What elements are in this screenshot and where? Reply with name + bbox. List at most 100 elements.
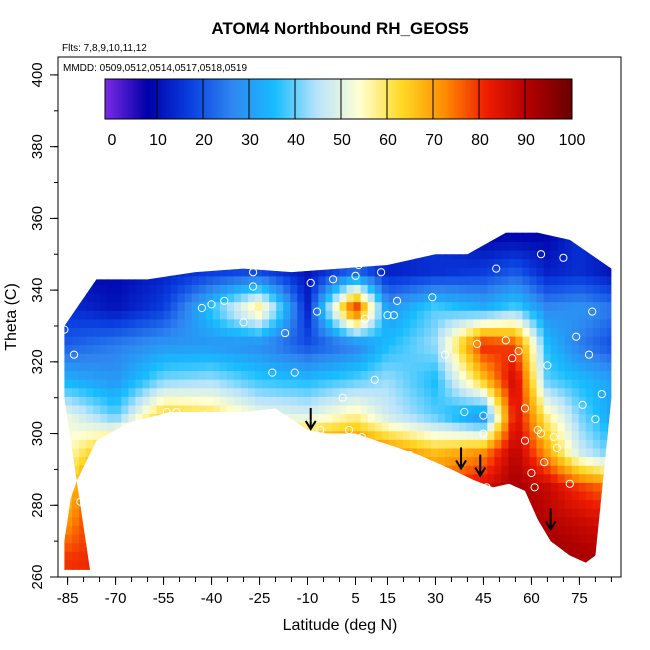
field-cell (360, 482, 369, 492)
field-cell (163, 249, 172, 260)
field-cell (149, 292, 158, 303)
field-cell (135, 439, 144, 449)
observation-marker (591, 415, 600, 424)
field-cell (135, 344, 144, 354)
field-cell (135, 465, 144, 475)
field-cell (72, 249, 80, 260)
field-cell (198, 292, 207, 303)
field-cell (219, 533, 228, 544)
field-cell (65, 508, 73, 518)
field-cell (205, 353, 214, 363)
field-cell (205, 310, 214, 320)
field-cell (459, 516, 467, 526)
field-cell (318, 396, 327, 406)
field-cell (522, 353, 531, 363)
field-cell (395, 284, 404, 294)
field-cell (346, 568, 355, 570)
field-cell (163, 258, 172, 268)
field-cell (121, 379, 129, 389)
field-cell (304, 404, 312, 415)
field-cell (276, 456, 284, 466)
colorbar-segment (147, 79, 150, 119)
field-cell (198, 310, 207, 320)
field-cell (248, 499, 256, 509)
field-cell (543, 559, 552, 569)
field-cell (557, 430, 566, 440)
field-cell (585, 275, 594, 285)
field-cell (100, 525, 108, 535)
colorbar-segment (294, 79, 297, 119)
field-cell (571, 353, 580, 363)
field-cell (402, 258, 411, 268)
field-cell (65, 439, 73, 449)
field-cell (550, 267, 559, 277)
field-cell (163, 439, 172, 449)
field-cell (571, 490, 580, 501)
field-cell (508, 508, 517, 518)
colorbar-segment (224, 79, 227, 119)
field-cell (297, 430, 305, 440)
observation-marker (530, 483, 539, 492)
colorbar-segment (291, 79, 295, 119)
field-cell (184, 344, 193, 354)
field-cell (557, 413, 566, 423)
field-cell (592, 482, 601, 492)
field-cell (79, 232, 87, 242)
field-cell (381, 465, 390, 475)
field-cell (466, 336, 474, 346)
field-cell (395, 232, 404, 234)
field-cell (522, 267, 531, 277)
colorbar-segment (490, 79, 494, 119)
field-cell (276, 465, 284, 475)
field-cell (480, 447, 488, 458)
field-cell (212, 275, 221, 285)
field-cell (423, 232, 432, 242)
field-cell (226, 292, 235, 303)
field-cell (494, 344, 502, 354)
field-cell (163, 542, 172, 552)
field-cell (205, 456, 214, 466)
field-cell (311, 301, 319, 311)
field-cell (233, 258, 242, 268)
field-cell (142, 232, 151, 234)
colorbar-segment (305, 79, 309, 119)
field-cell (445, 439, 453, 449)
field-cell (473, 232, 481, 242)
field-cell (184, 559, 193, 569)
field-cell (543, 568, 552, 570)
field-cell (614, 534, 622, 543)
field-cell (346, 551, 355, 561)
field-cell (416, 508, 425, 518)
field-cell (276, 232, 284, 234)
field-cell (522, 232, 531, 242)
field-cell (79, 551, 87, 561)
field-cell (107, 447, 115, 458)
field-cell (156, 396, 165, 406)
field-cell (459, 533, 467, 544)
field-cell (599, 473, 608, 483)
field-cell (255, 361, 263, 372)
field-cell (494, 525, 502, 535)
field-cell (367, 456, 376, 466)
observation-marker (169, 515, 178, 524)
field-cell (508, 439, 517, 449)
field-cell (304, 241, 312, 251)
field-cell (614, 560, 622, 569)
observation-marker (290, 368, 299, 377)
field-cell (599, 456, 608, 466)
field-cell (332, 232, 341, 234)
field-cell (395, 516, 404, 526)
field-cell (367, 525, 376, 535)
field-cell (269, 318, 277, 328)
field-cell (550, 430, 559, 440)
colorbar-segment (548, 79, 552, 119)
field-cell (170, 232, 179, 234)
field-cell (170, 516, 179, 526)
field-cell (346, 267, 355, 277)
field-cell (163, 327, 172, 337)
field-cell (226, 447, 235, 458)
colorbar-segment (179, 79, 183, 119)
field-cell (121, 353, 129, 363)
field-cell (466, 439, 474, 449)
field-cell (149, 490, 158, 501)
